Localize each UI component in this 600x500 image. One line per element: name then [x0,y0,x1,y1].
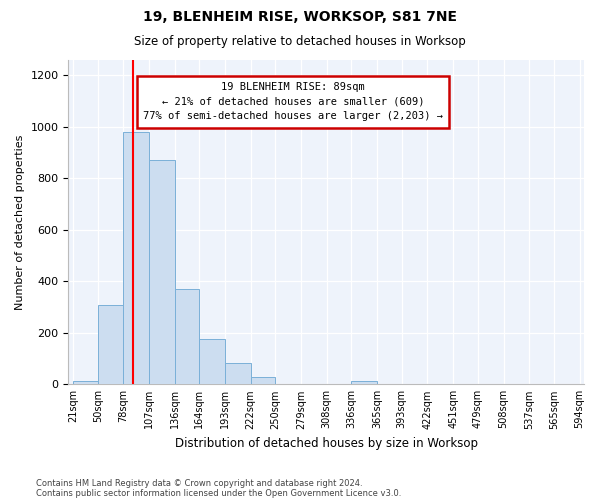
Bar [98,304,123,384]
Bar [149,160,175,384]
Text: Contains HM Land Registry data © Crown copyright and database right 2024.: Contains HM Land Registry data © Crown c… [36,478,362,488]
Bar [199,340,225,384]
Bar [352,381,377,384]
Bar [251,378,275,384]
Text: 19, BLENHEIM RISE, WORKSOP, S81 7NE: 19, BLENHEIM RISE, WORKSOP, S81 7NE [143,10,457,24]
Y-axis label: Number of detached properties: Number of detached properties [15,134,25,310]
Bar [225,363,251,384]
Bar [123,132,149,384]
Text: 19 BLENHEIM RISE: 89sqm
← 21% of detached houses are smaller (609)
77% of semi-d: 19 BLENHEIM RISE: 89sqm ← 21% of detache… [143,82,443,122]
Bar [175,289,199,384]
Bar [73,381,98,384]
Text: Contains public sector information licensed under the Open Government Licence v3: Contains public sector information licen… [36,488,401,498]
Text: Size of property relative to detached houses in Worksop: Size of property relative to detached ho… [134,35,466,48]
X-axis label: Distribution of detached houses by size in Worksop: Distribution of detached houses by size … [175,437,478,450]
